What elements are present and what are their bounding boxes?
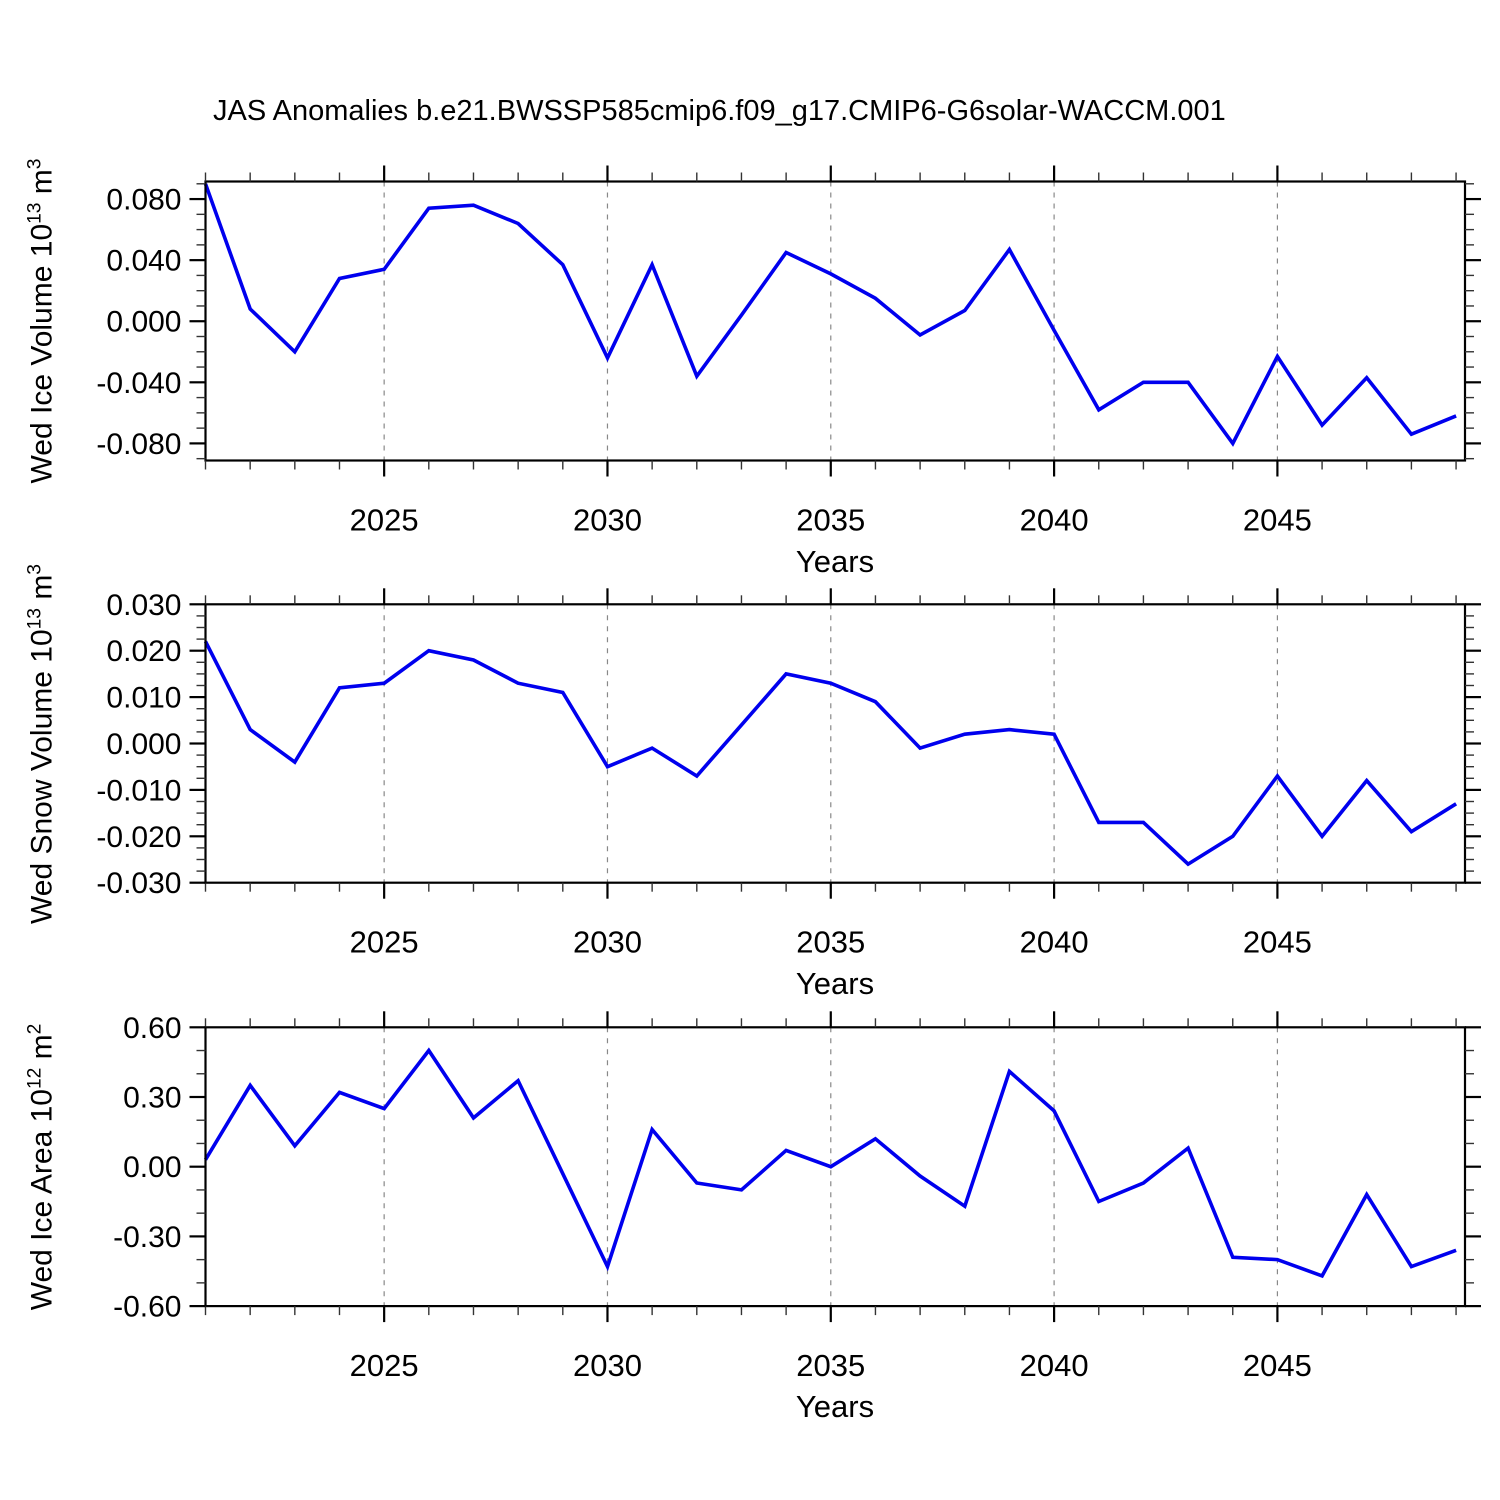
svg-text:0.30: 0.30: [123, 1082, 181, 1115]
chart-title: JAS Anomalies b.e21.BWSSP585cmip6.f09_g1…: [213, 95, 1226, 127]
svg-text:2035: 2035: [796, 925, 865, 960]
svg-text:2025: 2025: [350, 925, 419, 960]
svg-text:2030: 2030: [573, 925, 642, 960]
svg-text:-0.30: -0.30: [113, 1221, 181, 1254]
y-axis-label-exponent: 12: [24, 1067, 46, 1090]
y-axis-label-unit-exponent: 2: [24, 1023, 46, 1035]
svg-text:-0.020: -0.020: [96, 821, 181, 854]
svg-text:-0.030: -0.030: [96, 867, 181, 900]
svg-text:-0.040: -0.040: [96, 367, 181, 400]
svg-text:0.000: 0.000: [106, 728, 181, 761]
svg-text:-0.080: -0.080: [96, 428, 181, 461]
ice-volume-x-axis-label: Years: [795, 544, 875, 579]
svg-text:0.60: 0.60: [123, 1012, 181, 1045]
svg-text:2040: 2040: [1020, 925, 1089, 960]
svg-text:2025: 2025: [350, 1348, 419, 1383]
svg-text:0.030: 0.030: [106, 589, 181, 622]
svg-text:2040: 2040: [1020, 1348, 1089, 1383]
ice-area-x-axis-label: Years: [795, 1389, 875, 1424]
svg-text:0.080: 0.080: [106, 184, 181, 217]
y-axis-label-text: Wed Ice Area 10: [25, 1089, 59, 1311]
svg-text:2045: 2045: [1243, 925, 1312, 960]
svg-text:2045: 2045: [1243, 1348, 1312, 1383]
svg-text:2035: 2035: [796, 503, 865, 538]
svg-text:2035: 2035: [796, 1348, 865, 1383]
snow-volume-x-axis-label: Years: [795, 966, 875, 1001]
svg-text:0.00: 0.00: [123, 1151, 181, 1184]
svg-text:0.020: 0.020: [106, 635, 181, 668]
svg-text:2030: 2030: [573, 1348, 642, 1383]
svg-text:0.000: 0.000: [106, 306, 181, 339]
svg-text:2025: 2025: [350, 503, 419, 538]
svg-text:0.040: 0.040: [106, 245, 181, 278]
svg-text:-0.60: -0.60: [113, 1291, 181, 1324]
svg-text:-0.010: -0.010: [96, 774, 181, 807]
y-axis-label-unit: m: [25, 1034, 59, 1068]
svg-text:2030: 2030: [573, 503, 642, 538]
svg-text:0.010: 0.010: [106, 682, 181, 715]
svg-text:2045: 2045: [1243, 503, 1312, 538]
ice-area-y-axis-label: Wed Ice Area 1012 m2: [25, 1024, 60, 1311]
svg-text:2040: 2040: [1020, 503, 1089, 538]
